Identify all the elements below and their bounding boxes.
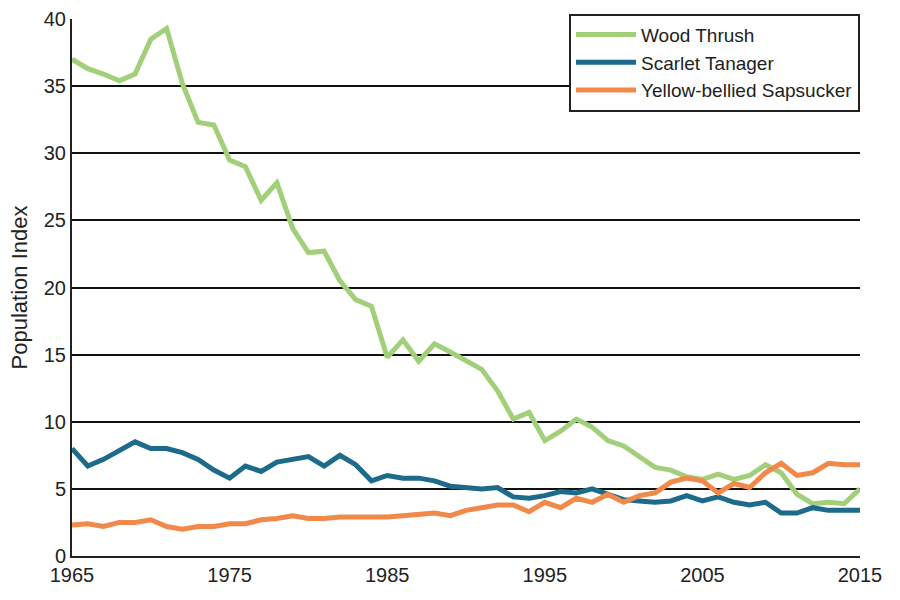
svg-text:15: 15 (44, 344, 66, 366)
svg-text:Population Index: Population Index (7, 206, 32, 370)
svg-text:1985: 1985 (365, 564, 410, 586)
svg-text:2015: 2015 (838, 564, 883, 586)
svg-text:10: 10 (44, 411, 66, 433)
svg-text:5: 5 (55, 478, 66, 500)
svg-text:35: 35 (44, 75, 66, 97)
svg-text:Yellow-bellied Sapsucker: Yellow-bellied Sapsucker (641, 80, 852, 101)
svg-text:20: 20 (44, 277, 66, 299)
svg-text:Wood Thrush: Wood Thrush (641, 25, 754, 46)
svg-text:40: 40 (44, 8, 66, 30)
svg-text:Scarlet Tanager: Scarlet Tanager (641, 53, 774, 74)
svg-text:1965: 1965 (50, 564, 95, 586)
svg-text:25: 25 (44, 209, 66, 231)
svg-text:1995: 1995 (523, 564, 568, 586)
svg-text:0: 0 (55, 545, 66, 567)
svg-text:1975: 1975 (207, 564, 252, 586)
svg-text:2005: 2005 (680, 564, 725, 586)
svg-text:30: 30 (44, 142, 66, 164)
